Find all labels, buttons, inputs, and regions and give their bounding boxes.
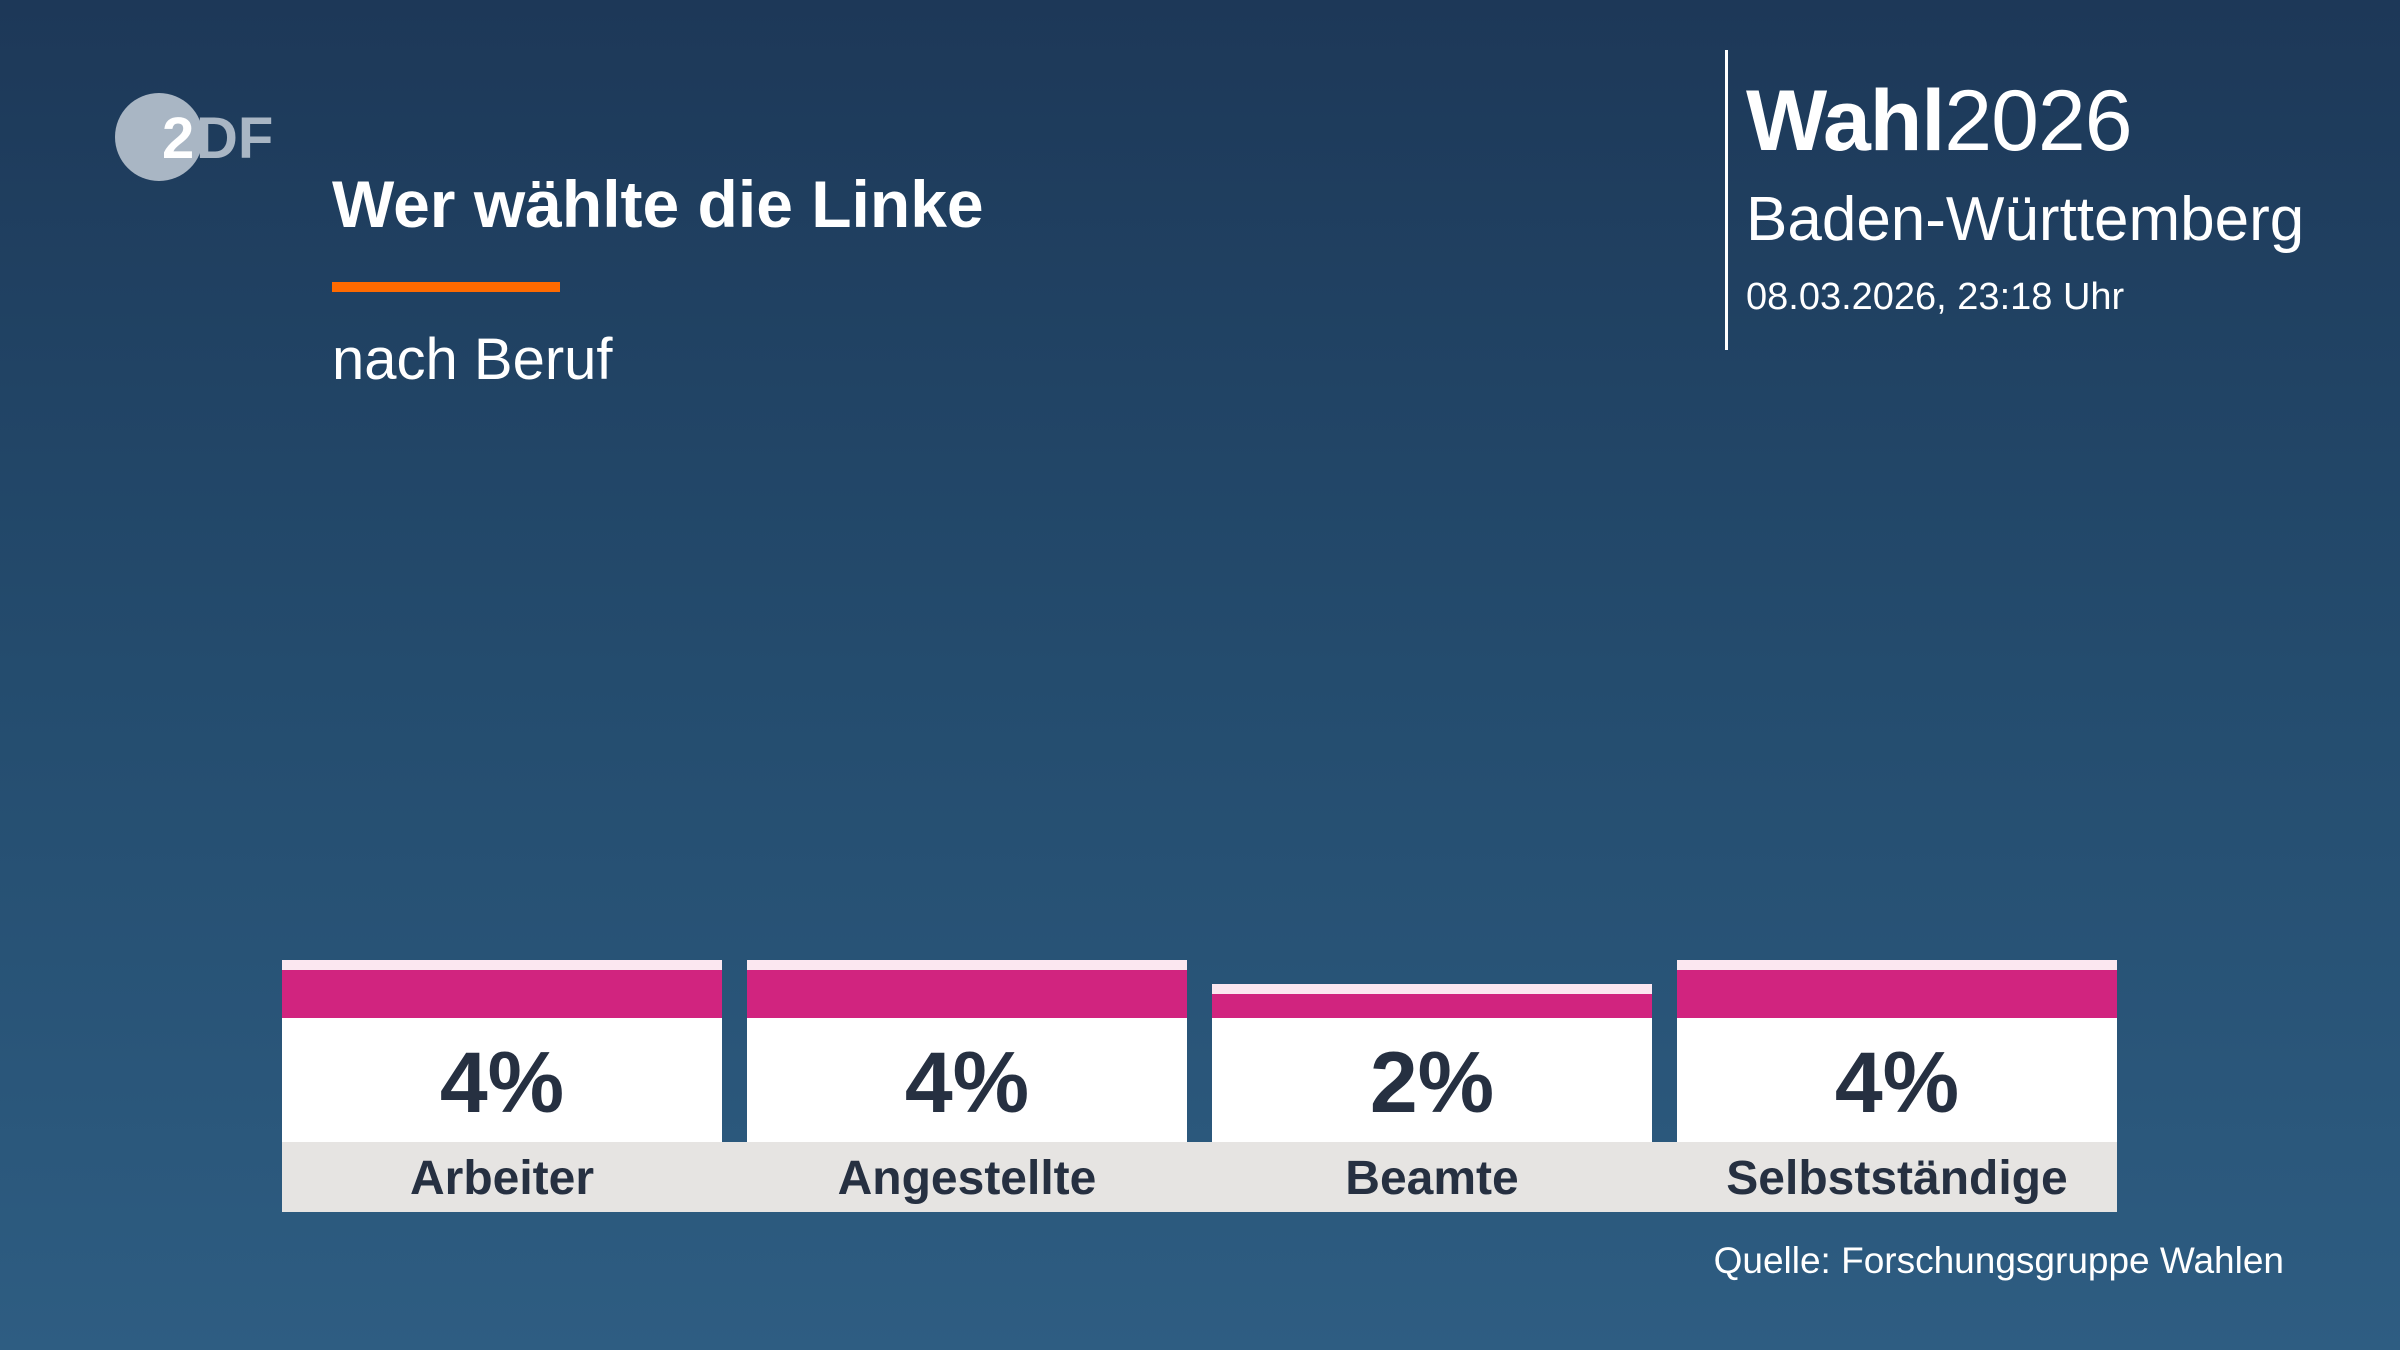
data-label: 4%	[282, 1018, 722, 1142]
zdf-logo: 2 DF	[115, 93, 273, 181]
data-label: 4%	[1677, 1018, 2117, 1142]
header-divider	[1725, 50, 1728, 350]
chart-title: Wer wählte die Linke	[332, 167, 984, 241]
bar-cap	[1677, 960, 2117, 970]
bar	[1212, 994, 1652, 1018]
bar	[747, 970, 1187, 1018]
bar	[282, 970, 722, 1018]
category-label-row: Arbeiter Angestellte Beamte Selbstständige	[282, 1142, 2117, 1212]
data-label: 2%	[1212, 1018, 1652, 1142]
bar-cap	[747, 960, 1187, 970]
brand-year: 2026	[1944, 73, 2132, 169]
brand-word: Wahl	[1746, 73, 1945, 169]
category-label: Beamte	[1345, 1152, 1519, 1205]
bar-cap	[282, 960, 722, 970]
chart-subtitle: nach Beruf	[332, 327, 613, 392]
source-note: Quelle: Forschungsgruppe Wahlen	[1713, 1240, 2284, 1281]
region: Baden-Württemberg	[1746, 185, 2305, 254]
svg-text:2: 2	[162, 106, 194, 171]
svg-text:DF: DF	[196, 106, 273, 171]
category-label: Arbeiter	[409, 1152, 595, 1205]
timestamp: 08.03.2026, 23:18 Uhr	[1746, 276, 2125, 318]
category-label: Selbstständige	[1726, 1152, 2068, 1205]
title-accent-line	[332, 282, 560, 292]
data-label: 4%	[747, 1018, 1187, 1142]
bar-cap	[1212, 984, 1652, 994]
bar	[1677, 970, 2117, 1018]
election-brand: Wahl2026	[1746, 72, 2133, 171]
category-label: Angestellte	[837, 1152, 1097, 1205]
